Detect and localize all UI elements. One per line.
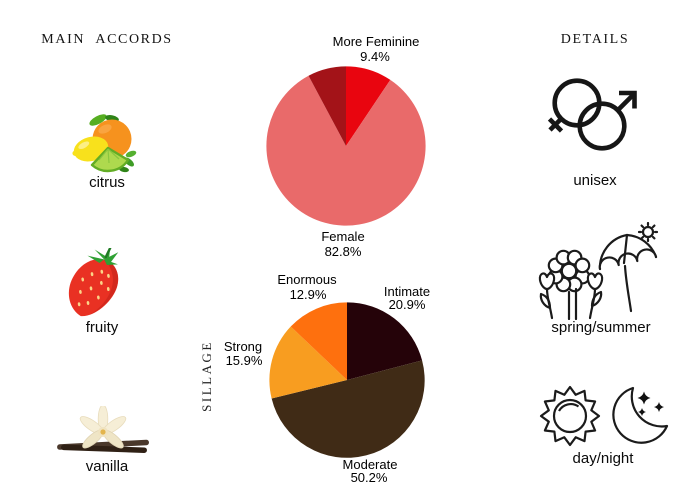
accord-label-fruity: fruity: [85, 319, 119, 336]
pie-value-enormous: 12.9%: [289, 287, 327, 302]
pie-label-strong: Strong: [223, 339, 263, 354]
detail-label-day-night: day/night: [572, 450, 634, 467]
gender-unisex-icon: [547, 78, 637, 151]
sillage-axis-label: SILLAGE: [199, 340, 214, 412]
pie-slice-female: [266, 75, 426, 226]
citrus-fruits-icon: [72, 114, 137, 173]
pie-label-moderate: Moderate: [342, 457, 398, 472]
pie-slice-intimate: [347, 302, 423, 380]
sun-moon-icon: [539, 385, 669, 447]
sillage-pie-chart: [269, 302, 425, 458]
details-header: DETAILS: [560, 32, 630, 47]
strawberry-icon: [68, 248, 119, 317]
pie-value-intimate: 20.9%: [388, 297, 426, 312]
vanilla-flower-icon: [57, 406, 149, 453]
pie-slice-unlabeled-2: [308, 66, 346, 146]
pie-value-moderate: 50.2%: [350, 470, 388, 485]
detail-label-unisex: unisex: [573, 172, 617, 189]
pie-slice-strong: [269, 326, 347, 399]
pie-label-intimate: Intimate: [383, 284, 431, 299]
pie-value-female: 82.8%: [324, 244, 362, 259]
pie-value-more-feminine: 9.4%: [360, 49, 390, 64]
flowers-umbrella-sun-icon: [538, 222, 659, 320]
pie-slice-moderate: [271, 360, 425, 458]
accord-label-vanilla: vanilla: [85, 458, 129, 475]
accord-label-citrus: citrus: [89, 174, 125, 191]
pie-label-enormous: Enormous: [277, 272, 337, 287]
detail-label-spring-summer: spring/summer: [551, 319, 651, 336]
pie-value-strong: 15.9%: [225, 353, 263, 368]
main-accords-header: MAIN ACCORDS: [41, 32, 173, 47]
gender-pie-chart: [266, 66, 426, 226]
pie-slice-enormous: [290, 302, 347, 380]
pie-slice-more-feminine: [346, 66, 391, 146]
pie-label-more-feminine: More Feminine: [332, 34, 420, 49]
pie-label-female: Female: [321, 229, 365, 244]
